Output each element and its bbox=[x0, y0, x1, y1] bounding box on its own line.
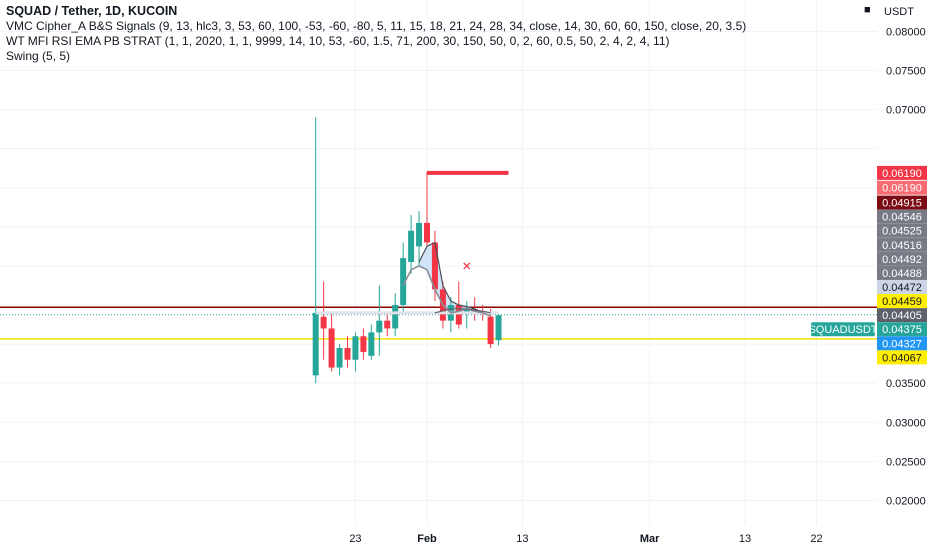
price-badge bbox=[877, 237, 927, 252]
price-badge bbox=[877, 336, 927, 351]
y-tick-label: 0.07000 bbox=[886, 105, 926, 117]
price-badge bbox=[877, 195, 927, 210]
candle-body bbox=[368, 332, 375, 356]
x-tick-label: 13 bbox=[739, 533, 751, 545]
price-badge bbox=[877, 165, 927, 180]
price-badge bbox=[877, 350, 927, 365]
price-badge bbox=[877, 308, 927, 323]
symbol-badge-label: SQUADUSDT bbox=[808, 324, 877, 336]
horizontal-lines bbox=[0, 306, 877, 340]
price-badge bbox=[877, 322, 927, 337]
price-badge bbox=[877, 209, 927, 224]
candle-body bbox=[344, 348, 351, 360]
chart-legend: SQUAD / Tether, 1D, KUCOIN VMC Cipher_A … bbox=[6, 4, 746, 64]
price-badge-label: 0.04546 bbox=[882, 212, 922, 224]
candle-body bbox=[400, 258, 407, 306]
candle-body bbox=[463, 308, 470, 313]
candle-body bbox=[336, 348, 343, 368]
candle-body bbox=[384, 320, 391, 329]
price-badge-label: 0.04405 bbox=[882, 310, 922, 322]
currency-label[interactable]: USDT bbox=[884, 6, 914, 18]
candles bbox=[312, 117, 502, 384]
candle-body bbox=[455, 305, 462, 325]
ellipsis-icon[interactable]: ■ bbox=[864, 4, 871, 16]
price-badge-label: 0.04525 bbox=[882, 226, 922, 238]
candle-body bbox=[312, 312, 319, 376]
price-badge bbox=[877, 180, 927, 195]
candle-body bbox=[352, 336, 359, 360]
candle-body bbox=[424, 222, 430, 243]
candle-body bbox=[431, 242, 438, 290]
candle-body bbox=[320, 316, 327, 329]
candle-body bbox=[328, 328, 335, 368]
price-badge-label: 0.04459 bbox=[882, 296, 922, 308]
price-badge-label: 0.06190 bbox=[882, 168, 922, 180]
price-badge bbox=[877, 265, 927, 280]
symbol-badge bbox=[811, 322, 875, 337]
indicator-swing[interactable]: Swing (5, 5) bbox=[6, 49, 71, 63]
candle-body bbox=[376, 320, 383, 333]
price-axis[interactable]: 0.08000 0.07500 0.07000 0.03500 0.03000 0.025… bbox=[886, 26, 926, 507]
grid bbox=[0, 0, 877, 525]
x-tick-label: 22 bbox=[810, 533, 822, 545]
symbol-title[interactable]: SQUAD / Tether, 1D, KUCOIN bbox=[6, 4, 178, 18]
candle-body bbox=[495, 315, 502, 341]
candle-body bbox=[392, 305, 399, 329]
ma-line-gray bbox=[402, 265, 491, 317]
indicator-vmc-cipher[interactable]: VMC Cipher_A B&S Signals (9, 13, hlc3, 3… bbox=[6, 19, 747, 33]
y-tick-label: 0.07500 bbox=[886, 65, 926, 77]
price-badge bbox=[877, 223, 927, 238]
indicator-overlays bbox=[315, 170, 509, 317]
y-tick-label: 0.02500 bbox=[886, 456, 926, 468]
price-badge bbox=[877, 251, 927, 266]
candle-body bbox=[408, 230, 415, 263]
x-tick-label: Feb bbox=[417, 533, 437, 545]
price-badge-label: 0.04488 bbox=[882, 268, 922, 280]
price-badge bbox=[877, 294, 927, 309]
price-badge-label: 0.06190 bbox=[882, 183, 922, 195]
price-badge-label: 0.04375 bbox=[882, 324, 922, 336]
y-tick-label: 0.03000 bbox=[886, 417, 926, 429]
indicator-wt-mfi-rsi[interactable]: WT MFI RSI EMA PB STRAT (1, 1, 2020, 1, … bbox=[6, 34, 670, 48]
candle-body bbox=[416, 222, 423, 247]
time-axis[interactable]: 23 Feb 13 Mar 13 22 bbox=[349, 533, 822, 545]
price-badge-label: 0.04472 bbox=[882, 282, 922, 294]
sell-marker bbox=[463, 262, 471, 270]
price-badges: 0.06190 0.06190 0.04915 0.04546 0.04525 0.045… bbox=[808, 165, 927, 365]
x-tick-label: 23 bbox=[349, 533, 361, 545]
price-badge-label: 0.04516 bbox=[882, 240, 922, 252]
price-badge-label: 0.04327 bbox=[882, 338, 922, 350]
x-tick-label: 13 bbox=[516, 533, 528, 545]
price-badge bbox=[877, 280, 927, 295]
candle-body bbox=[487, 316, 494, 345]
y-tick-label: 0.03500 bbox=[886, 378, 926, 390]
y-tick-label: 0.08000 bbox=[886, 26, 926, 38]
price-badge-label: 0.04915 bbox=[882, 198, 922, 210]
candle-body bbox=[360, 336, 367, 352]
ma-line-slow bbox=[434, 308, 491, 314]
price-badge-label: 0.04492 bbox=[882, 254, 922, 266]
price-badge-label: 0.04067 bbox=[882, 352, 922, 364]
y-tick-label: 0.02000 bbox=[886, 495, 926, 507]
x-tick-label: Mar bbox=[640, 533, 660, 545]
